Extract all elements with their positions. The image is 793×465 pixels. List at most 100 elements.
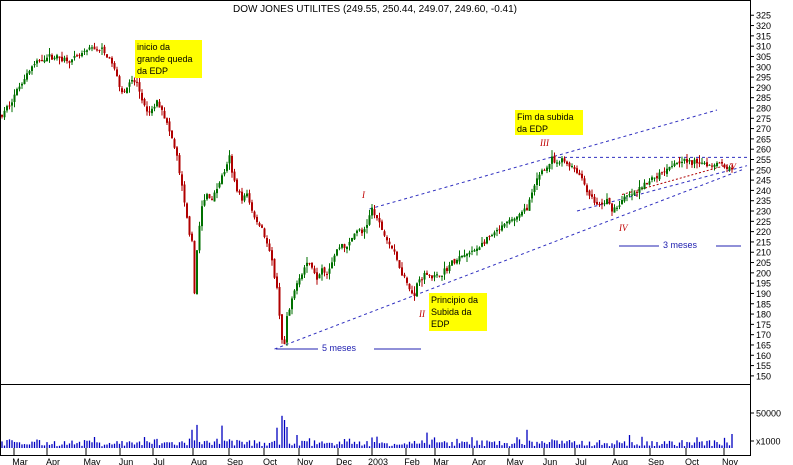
candle-body xyxy=(216,188,218,194)
candle-body xyxy=(573,167,576,170)
price-tick-label: 215 xyxy=(756,237,771,247)
annotation-line: grande queda xyxy=(137,54,193,64)
candle-body xyxy=(288,309,291,316)
candle-body xyxy=(396,251,398,260)
candle-body xyxy=(398,260,401,268)
candle-body xyxy=(68,61,71,63)
candle-body xyxy=(228,155,231,164)
candle-body xyxy=(53,57,56,60)
candle-body xyxy=(366,224,368,228)
candle-body xyxy=(688,159,691,162)
candle-body xyxy=(721,162,723,164)
candle-body xyxy=(93,46,96,50)
candle-body xyxy=(281,314,283,340)
candle-body xyxy=(408,283,411,290)
candle-body xyxy=(681,161,683,164)
price-tick-label: 250 xyxy=(756,165,771,175)
month-label: Sep xyxy=(227,457,243,465)
candle-body xyxy=(388,241,391,245)
candle-body xyxy=(331,262,333,268)
month-label: Sep xyxy=(648,457,664,465)
month-label: Oct xyxy=(263,457,278,465)
volume-axis: 50000 x1000 xyxy=(750,409,781,447)
candle-body xyxy=(163,110,166,119)
candle-body xyxy=(421,279,423,281)
candle-body xyxy=(543,169,546,171)
span-label-3-months: 3 meses xyxy=(663,240,698,250)
candle-body xyxy=(516,216,518,220)
annotation-line: Fim da subida xyxy=(517,112,574,122)
candle-body xyxy=(196,250,198,295)
candle-body xyxy=(481,242,483,247)
candle-body xyxy=(153,106,156,109)
candle-body xyxy=(716,162,718,167)
price-tick-label: 310 xyxy=(756,42,771,52)
price-tick-label: 225 xyxy=(756,217,771,227)
candle-body xyxy=(728,166,731,171)
candle-body xyxy=(31,66,33,71)
candle-body xyxy=(623,196,626,202)
price-tick-label: 265 xyxy=(756,134,771,144)
price-tick-label: 325 xyxy=(756,11,771,21)
candle-body xyxy=(376,215,378,219)
candle-body xyxy=(81,53,83,57)
candle-body xyxy=(626,195,628,197)
candle-body xyxy=(423,272,426,280)
candle-body xyxy=(701,162,703,164)
candle-body xyxy=(356,230,358,234)
candle-body xyxy=(183,184,186,203)
annotation-line: da EDP xyxy=(517,124,548,134)
candle-body xyxy=(521,211,523,216)
candle-body xyxy=(311,262,313,268)
candle-body xyxy=(336,249,338,256)
candle-body xyxy=(466,253,468,256)
candle-body xyxy=(351,237,353,242)
candle-body xyxy=(618,205,621,207)
candle-body xyxy=(548,163,551,169)
candle-body xyxy=(16,89,18,96)
candle-body xyxy=(453,258,456,264)
price-tick-label: 235 xyxy=(756,196,771,206)
candle-body xyxy=(88,47,91,50)
candle-body xyxy=(208,194,211,199)
candle-body xyxy=(258,223,261,226)
candle-body xyxy=(18,86,21,90)
candle-body xyxy=(608,197,611,204)
candle-body xyxy=(156,100,158,107)
candle-body xyxy=(428,274,431,276)
candle-body xyxy=(463,254,466,258)
price-tick-label: 220 xyxy=(756,227,771,237)
candle-body xyxy=(128,82,131,87)
candle-body xyxy=(333,255,336,262)
annotation-line: da EDP xyxy=(137,66,168,76)
candle-body xyxy=(168,121,171,132)
candle-body xyxy=(586,185,588,193)
candle-body xyxy=(663,171,666,173)
candle-body xyxy=(726,166,728,170)
month-label: Nov xyxy=(297,457,314,465)
candle-body xyxy=(718,162,721,164)
candle-body xyxy=(566,161,568,164)
candle-body xyxy=(413,292,416,297)
candle-body xyxy=(526,207,528,211)
candle-body xyxy=(241,191,243,201)
month-label: Aug xyxy=(612,457,628,465)
candle-body xyxy=(56,55,58,59)
candle-body xyxy=(181,174,183,186)
candle-body xyxy=(1,114,3,117)
candle-body xyxy=(193,240,196,294)
candle-body xyxy=(596,201,598,205)
candle-body xyxy=(268,243,271,251)
candle-body xyxy=(291,298,293,310)
candle-body xyxy=(226,164,228,171)
candle-body xyxy=(416,283,418,297)
candle-body xyxy=(28,71,31,74)
candle-body xyxy=(458,256,461,262)
candle-body xyxy=(406,277,408,283)
price-tick-label: 210 xyxy=(756,248,771,258)
candle-body xyxy=(118,76,121,87)
candle-body xyxy=(488,235,491,238)
price-tick-label: 230 xyxy=(756,207,771,217)
price-tick-label: 305 xyxy=(756,52,771,62)
price-tick-label: 320 xyxy=(756,21,771,31)
